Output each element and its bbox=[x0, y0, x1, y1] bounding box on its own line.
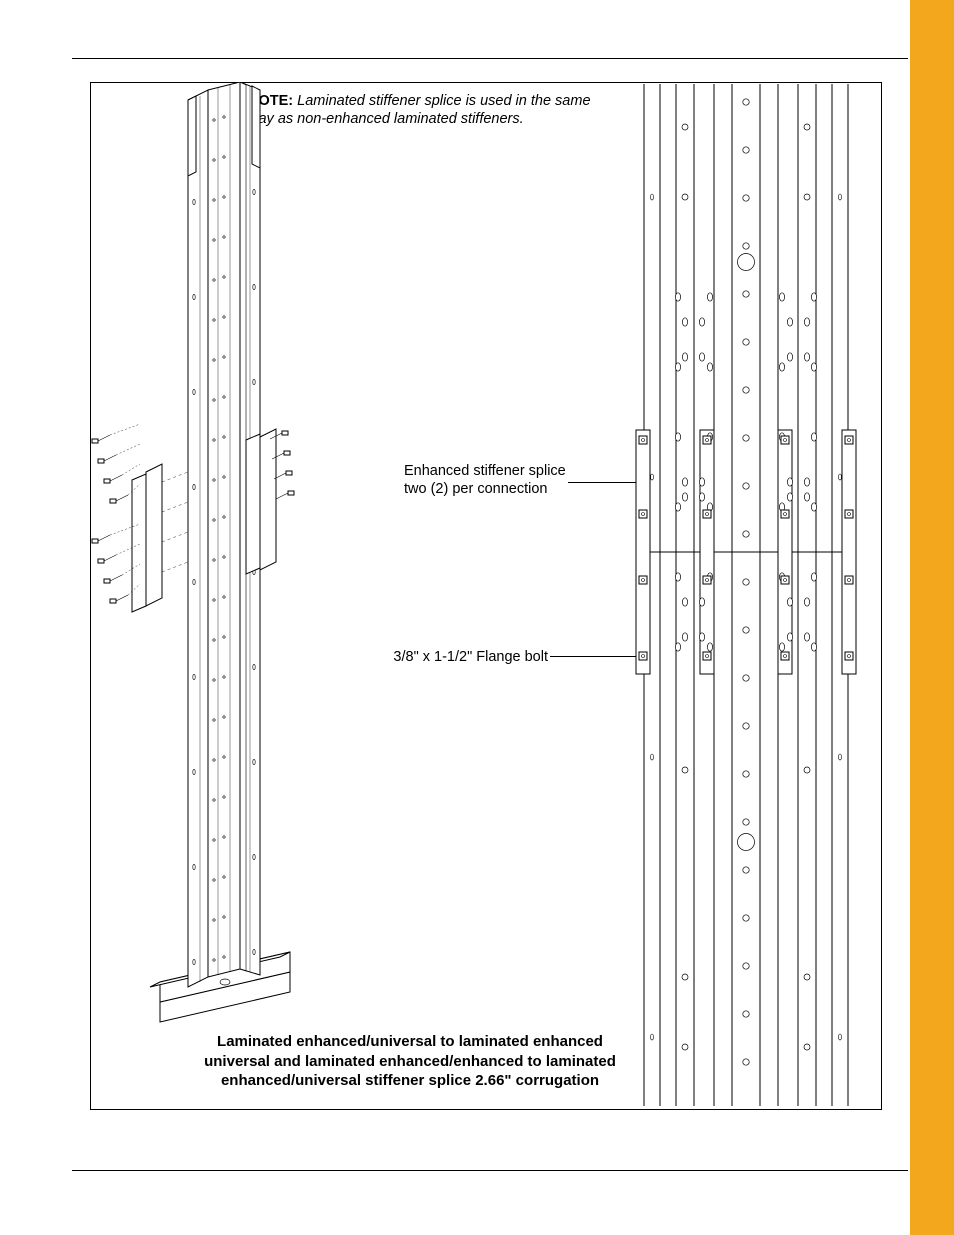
side-accent-bar bbox=[910, 0, 954, 1235]
note-text: NOTE: Laminated stiffener splice is used… bbox=[248, 92, 598, 128]
bottom-hairline bbox=[72, 1170, 908, 1171]
callout-splice-line2: two (2) per connection bbox=[404, 480, 566, 498]
leader-bolt bbox=[550, 656, 642, 657]
callout-bolt-text: 3/8" x 1-1/2" Flange bolt bbox=[393, 649, 548, 665]
caption-line-3: enhanced/universal stiffener splice 2.66… bbox=[195, 1071, 625, 1091]
figure-caption: Laminated enhanced/universal to laminate… bbox=[195, 1032, 625, 1091]
note-label: NOTE: bbox=[248, 93, 293, 109]
callout-bolt: 3/8" x 1-1/2" Flange bolt bbox=[378, 648, 548, 666]
callout-splice: Enhanced stiffener splice two (2) per co… bbox=[404, 462, 566, 498]
leader-splice bbox=[568, 482, 644, 483]
note-body: Laminated stiffener splice is used in th… bbox=[248, 93, 591, 127]
page: NOTE: Laminated stiffener splice is used… bbox=[0, 0, 954, 1235]
caption-line-1: Laminated enhanced/universal to laminate… bbox=[195, 1032, 625, 1052]
figure-frame bbox=[90, 82, 882, 1110]
callout-splice-line1: Enhanced stiffener splice bbox=[404, 462, 566, 480]
caption-line-2: universal and laminated enhanced/enhance… bbox=[195, 1052, 625, 1072]
top-hairline bbox=[72, 58, 908, 59]
